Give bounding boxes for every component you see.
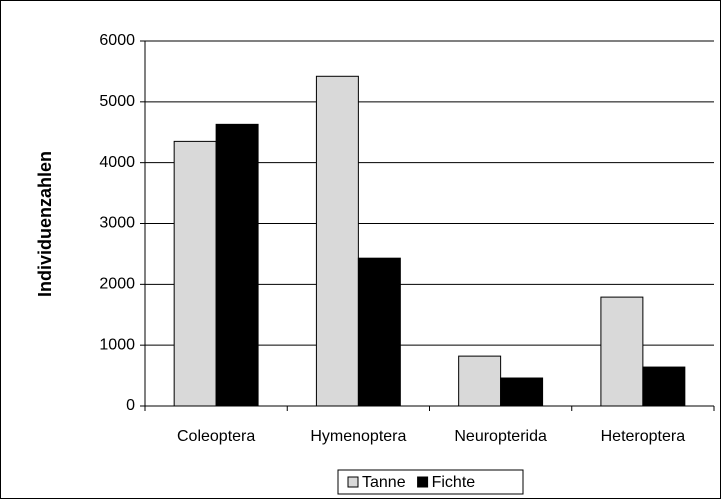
y-tick-label: 1000 bbox=[99, 336, 135, 353]
bar bbox=[173, 140, 217, 407]
y-tick-label: 0 bbox=[126, 397, 135, 414]
x-tick-label: Hymenoptera bbox=[310, 428, 406, 445]
y-tick-label: 5000 bbox=[99, 93, 135, 110]
y-tick-label: 3000 bbox=[99, 215, 135, 232]
bar bbox=[357, 257, 401, 407]
legend-label: Fichte bbox=[432, 474, 476, 491]
bar bbox=[215, 123, 259, 407]
bar bbox=[500, 377, 544, 407]
y-axis-label: Individuenzahlen bbox=[35, 151, 55, 297]
y-tick-label: 2000 bbox=[99, 276, 135, 293]
legend-label: Tanne bbox=[362, 474, 406, 491]
bar bbox=[315, 75, 359, 407]
y-tick-label: 4000 bbox=[99, 154, 135, 171]
bar bbox=[642, 366, 686, 407]
bar bbox=[600, 296, 644, 407]
legend-box bbox=[337, 469, 524, 495]
x-tick-label: Heteroptera bbox=[601, 428, 686, 445]
x-tick-label: Coleoptera bbox=[177, 428, 255, 445]
legend-swatch bbox=[347, 476, 359, 488]
bar bbox=[458, 355, 502, 407]
legend-swatch bbox=[417, 476, 429, 488]
x-tick-label: Neuropterida bbox=[454, 428, 547, 445]
y-tick-label: 6000 bbox=[99, 32, 135, 49]
